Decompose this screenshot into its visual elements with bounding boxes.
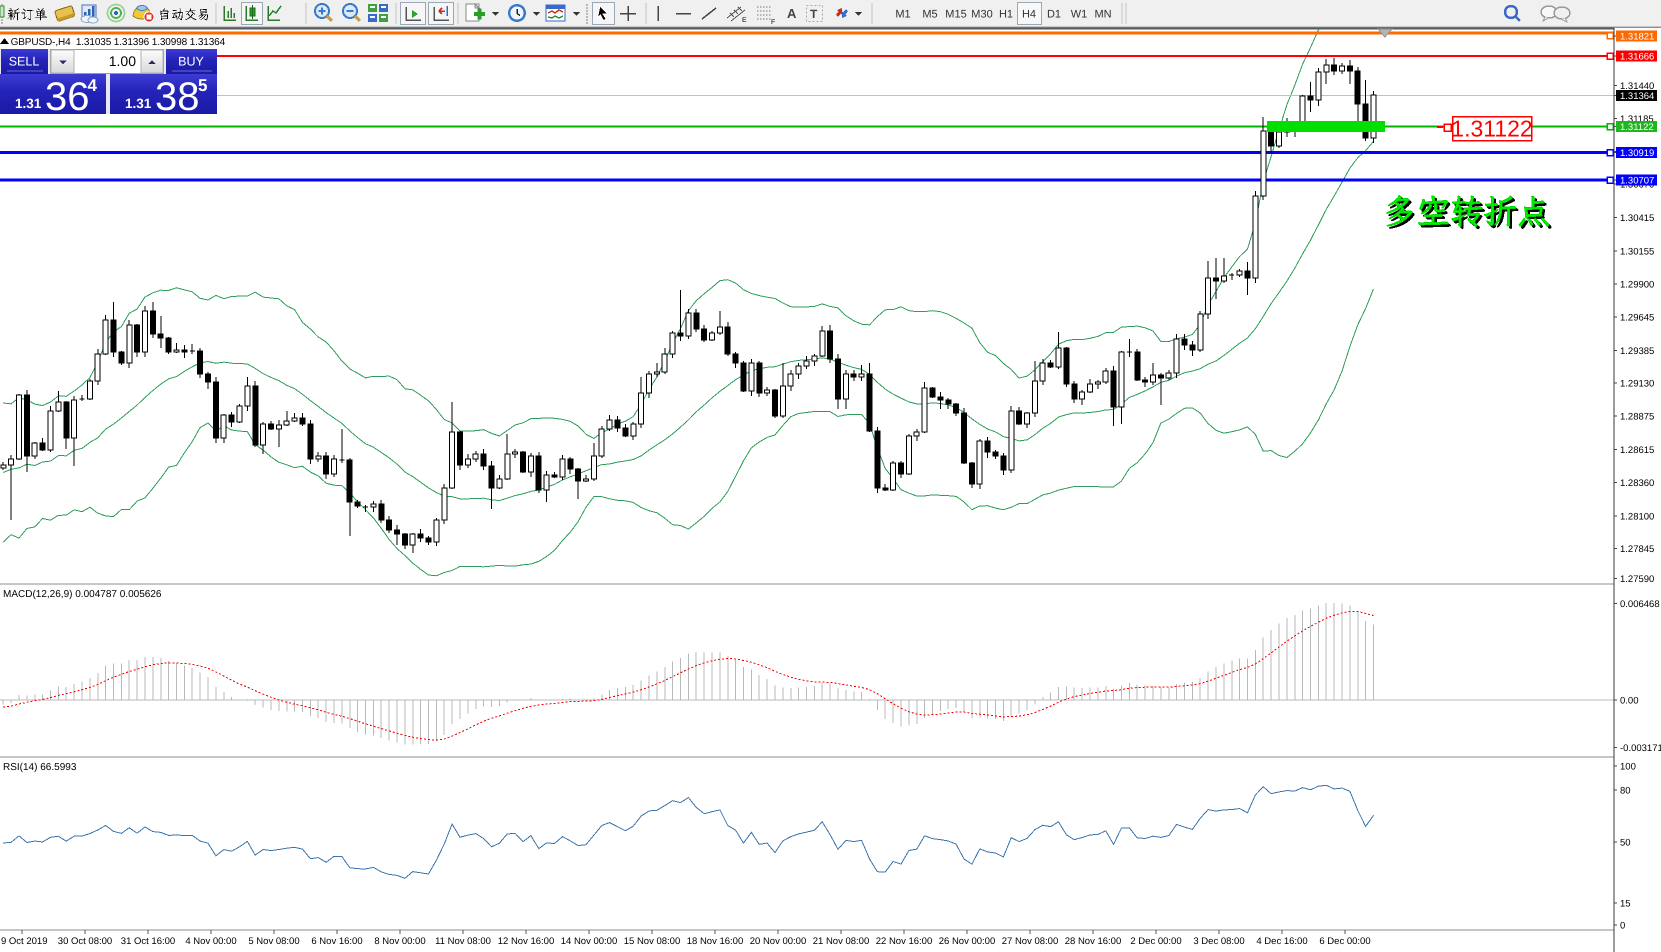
svg-text:22 Nov 16:00: 22 Nov 16:00 [876,936,933,947]
svg-text:1.30155: 1.30155 [1620,247,1654,258]
svg-text:A: A [787,6,797,21]
svg-text:9 Oct 2019: 9 Oct 2019 [1,936,47,947]
svg-text:2 Dec 00:00: 2 Dec 00:00 [1130,936,1181,947]
svg-text:F: F [771,19,775,26]
svg-text:M1: M1 [895,9,910,21]
svg-text:1.29645: 1.29645 [1620,312,1654,323]
svg-text:1.31821: 1.31821 [1620,31,1654,42]
svg-text:1.28360: 1.28360 [1620,478,1654,489]
svg-text:6 Nov 16:00: 6 Nov 16:00 [311,936,362,947]
svg-text:38: 38 [155,75,200,119]
svg-text:1.29130: 1.29130 [1620,379,1654,390]
svg-text:E: E [742,17,747,24]
svg-text:MACD(12,26,9) 0.004787 0.00562: MACD(12,26,9) 0.004787 0.005626 [3,589,162,600]
svg-text:W1: W1 [1071,9,1088,21]
svg-text:15 Nov 08:00: 15 Nov 08:00 [624,936,681,947]
svg-text:6 Dec 00:00: 6 Dec 00:00 [1319,936,1370,947]
svg-text:80: 80 [1620,786,1631,797]
svg-text:26 Nov 00:00: 26 Nov 00:00 [939,936,996,947]
svg-text:SELL: SELL [9,55,40,69]
svg-text:4 Nov 00:00: 4 Nov 00:00 [185,936,236,947]
svg-text:1.29385: 1.29385 [1620,346,1654,357]
svg-text:5: 5 [198,76,207,95]
svg-text:-0.003171: -0.003171 [1620,743,1661,754]
svg-text:1.31440: 1.31440 [1620,81,1654,92]
svg-text:1.30707: 1.30707 [1620,176,1654,187]
svg-text:1.29900: 1.29900 [1620,280,1654,291]
svg-text:1.30415: 1.30415 [1620,213,1654,224]
svg-text:4 Dec 16:00: 4 Dec 16:00 [1256,936,1307,947]
svg-text:12 Nov 16:00: 12 Nov 16:00 [498,936,555,947]
svg-text:GBPUSD-,H4 1.31035 1.31396 1.: GBPUSD-,H4 1.31035 1.31396 1.30998 1.313… [11,37,226,48]
svg-text:T: T [810,7,818,21]
svg-text:18 Nov 16:00: 18 Nov 16:00 [687,936,744,947]
svg-text:1.27845: 1.27845 [1620,544,1654,555]
svg-text:30 Oct 08:00: 30 Oct 08:00 [58,936,112,947]
svg-text:M30: M30 [971,9,992,21]
svg-text:1.31122: 1.31122 [1451,116,1532,142]
svg-text:1.28100: 1.28100 [1620,511,1654,522]
svg-text:1.27590: 1.27590 [1620,574,1654,585]
svg-text:MN: MN [1094,9,1111,21]
svg-text:27 Nov 08:00: 27 Nov 08:00 [1002,936,1059,947]
svg-text:H1: H1 [999,9,1013,21]
svg-text:100: 100 [1620,762,1636,773]
svg-text:1.31: 1.31 [125,96,152,111]
svg-text:M5: M5 [922,9,937,21]
svg-text:0.00: 0.00 [1620,696,1639,707]
svg-text:M15: M15 [945,9,966,21]
svg-text:21 Nov 08:00: 21 Nov 08:00 [813,936,870,947]
svg-text:1.28875: 1.28875 [1620,412,1654,423]
svg-text:31 Oct 16:00: 31 Oct 16:00 [121,936,175,947]
svg-text:1.28615: 1.28615 [1620,445,1654,456]
svg-text:1.31122: 1.31122 [1620,122,1654,133]
svg-text:RSI(14) 66.5993: RSI(14) 66.5993 [3,762,77,773]
svg-text:1.00: 1.00 [109,53,136,69]
svg-text:1.31: 1.31 [15,96,42,111]
svg-text:4: 4 [88,76,98,95]
svg-text:15: 15 [1620,899,1631,910]
svg-text:1.30919: 1.30919 [1620,148,1654,159]
svg-text:0.006468: 0.006468 [1620,599,1660,610]
svg-text:11 Nov 08:00: 11 Nov 08:00 [435,936,491,947]
svg-text:8 Nov 00:00: 8 Nov 00:00 [374,936,425,947]
svg-text:14 Nov 00:00: 14 Nov 00:00 [561,936,618,947]
svg-text:28 Nov 16:00: 28 Nov 16:00 [1065,936,1122,947]
svg-text:1.31666: 1.31666 [1620,52,1654,63]
svg-text:20 Nov 00:00: 20 Nov 00:00 [750,936,807,947]
svg-text:3 Dec 08:00: 3 Dec 08:00 [1193,936,1244,947]
svg-text:1.31364: 1.31364 [1620,91,1654,102]
svg-text:H4: H4 [1022,9,1036,21]
svg-text:5 Nov 08:00: 5 Nov 08:00 [248,936,299,947]
svg-text:D1: D1 [1047,9,1061,21]
svg-text:BUY: BUY [178,55,204,69]
svg-text:36: 36 [45,75,90,119]
svg-text:50: 50 [1620,838,1631,849]
svg-text:1.31185: 1.31185 [1620,114,1654,125]
svg-text:0: 0 [1620,921,1625,932]
